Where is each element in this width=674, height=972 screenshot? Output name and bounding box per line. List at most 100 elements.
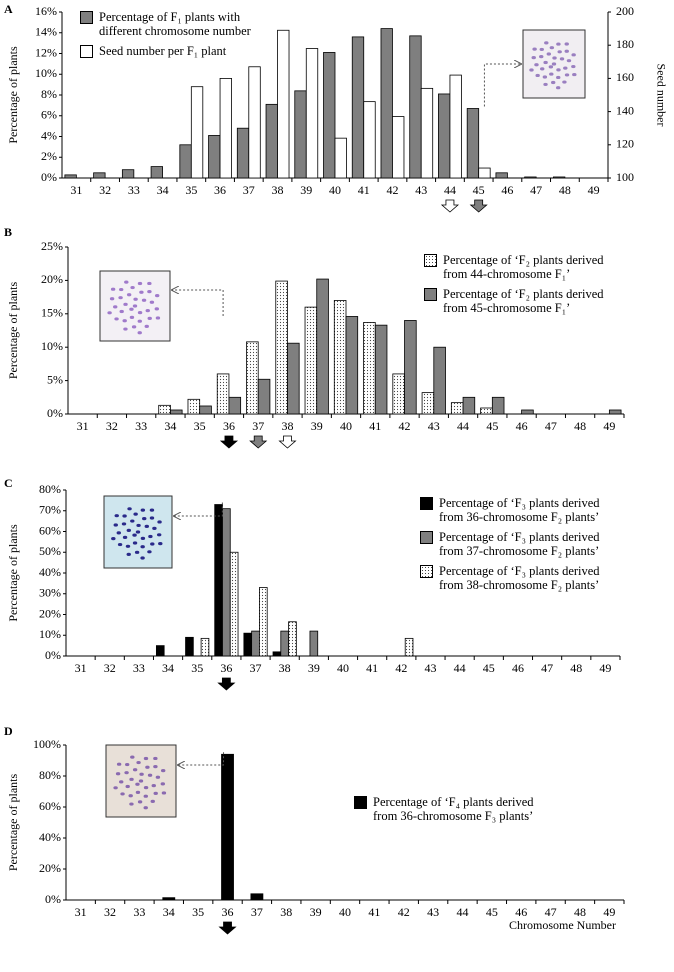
chromosome [125,544,131,548]
chromosome [534,63,539,67]
chromosome [149,300,155,304]
x-tick-label: 42 [399,419,411,433]
y-tick-label: 80% [39,482,61,496]
legend-swatch [424,254,437,267]
chromosome [154,307,160,311]
legend: Percentage of ‘F₂ plants derived from 44… [424,253,629,321]
y-tick-label: 40% [39,565,61,579]
chromosome [119,309,124,314]
bar [392,373,405,415]
bar [236,127,250,179]
chromosome [564,49,569,53]
chromosome [132,768,138,772]
bar [158,404,171,415]
chromosome [551,62,557,66]
chromosome [129,802,134,806]
chromosome [135,530,141,534]
chromosome [144,524,149,528]
bar [309,630,319,657]
x-tick-label: 38 [279,661,291,675]
chromosome [158,541,163,546]
bar [257,378,271,415]
bar [491,396,505,415]
x-tick-label: 42 [395,661,407,675]
x-tick-label: 47 [541,661,553,675]
marker-arrow [218,921,237,935]
y-tick-label: 50% [39,544,61,558]
y-tick-label: 40% [39,830,61,844]
chromosome [151,784,156,788]
chromosome [531,56,536,60]
y-tick-label: 12% [35,45,57,59]
x-tick-label: 45 [486,905,498,919]
x-tick-label: 31 [70,183,82,197]
bar [288,621,297,657]
bar [208,135,221,179]
legend-item: Percentage of ‘F₃ plants derived from 36… [420,496,625,524]
chromosome [140,556,145,560]
x-tick-label: 43 [415,183,427,197]
bar [478,167,491,179]
chromosome [132,541,138,545]
y-tick-label: 16% [35,4,57,18]
bar [179,144,192,179]
chromosome [132,533,137,537]
chromosome [127,507,132,511]
y-tick-label: 10% [41,339,63,353]
x-tick-label: 41 [366,661,378,675]
legend-text: Percentage of F₁ plants with different c… [99,10,251,38]
x-tick-label: 35 [194,419,206,433]
chromosome [123,302,128,306]
x-tick-label: 39 [311,419,323,433]
x-tick-label: 45 [473,183,485,197]
legend-item: Seed number per F₁ plant [80,44,285,58]
x-tick-label: 42 [398,905,410,919]
bar [150,166,163,179]
chromosome [539,47,544,52]
x-tick-label: 40 [329,183,341,197]
y-tick-label: 20% [39,606,61,620]
bar [495,172,508,179]
x-tick-label: 40 [337,661,349,675]
chromosome [556,42,561,46]
x-tick-label: 33 [133,905,145,919]
bar [404,320,417,415]
chromosome [566,59,572,63]
chromosome [143,756,149,761]
chromosome [548,65,554,69]
y-tick-label: 0% [45,648,61,662]
marker-arrow [249,435,268,449]
x-tick-label: 38 [272,183,284,197]
chromosome [124,762,130,767]
legend: Percentage of ‘F₃ plants derived from 36… [420,496,625,598]
y-tick-label: 0% [45,892,61,906]
chromosome [129,315,135,319]
x-tick-label: 49 [599,661,611,675]
y2-tick-label: 120 [616,137,634,151]
y-tick-label: 100% [33,737,61,751]
chromosome [559,57,565,61]
chromosome [113,305,118,309]
x-tick-label: 44 [454,661,466,675]
bar [265,103,278,179]
x-tick-label: 37 [243,183,255,197]
chromosome [539,55,544,59]
y-tick-label: 6% [41,108,57,122]
chromosome [139,772,144,776]
bar [272,651,282,657]
bar [229,551,239,657]
legend-swatch [80,45,93,58]
chromosome [153,764,158,769]
chromosome [153,756,158,761]
x-tick-label: 48 [574,905,586,919]
legend-item: Percentage of ‘F₂ plants derived from 45… [424,287,629,315]
chromosome [556,75,561,80]
chromosome [160,782,166,786]
bar [438,93,451,179]
marker-arrow [278,435,297,449]
x-tick-label: 34 [162,661,174,675]
chromosome [543,82,548,87]
chromosome [113,786,118,790]
bar [374,324,388,415]
x-tick-label: 37 [250,661,262,675]
